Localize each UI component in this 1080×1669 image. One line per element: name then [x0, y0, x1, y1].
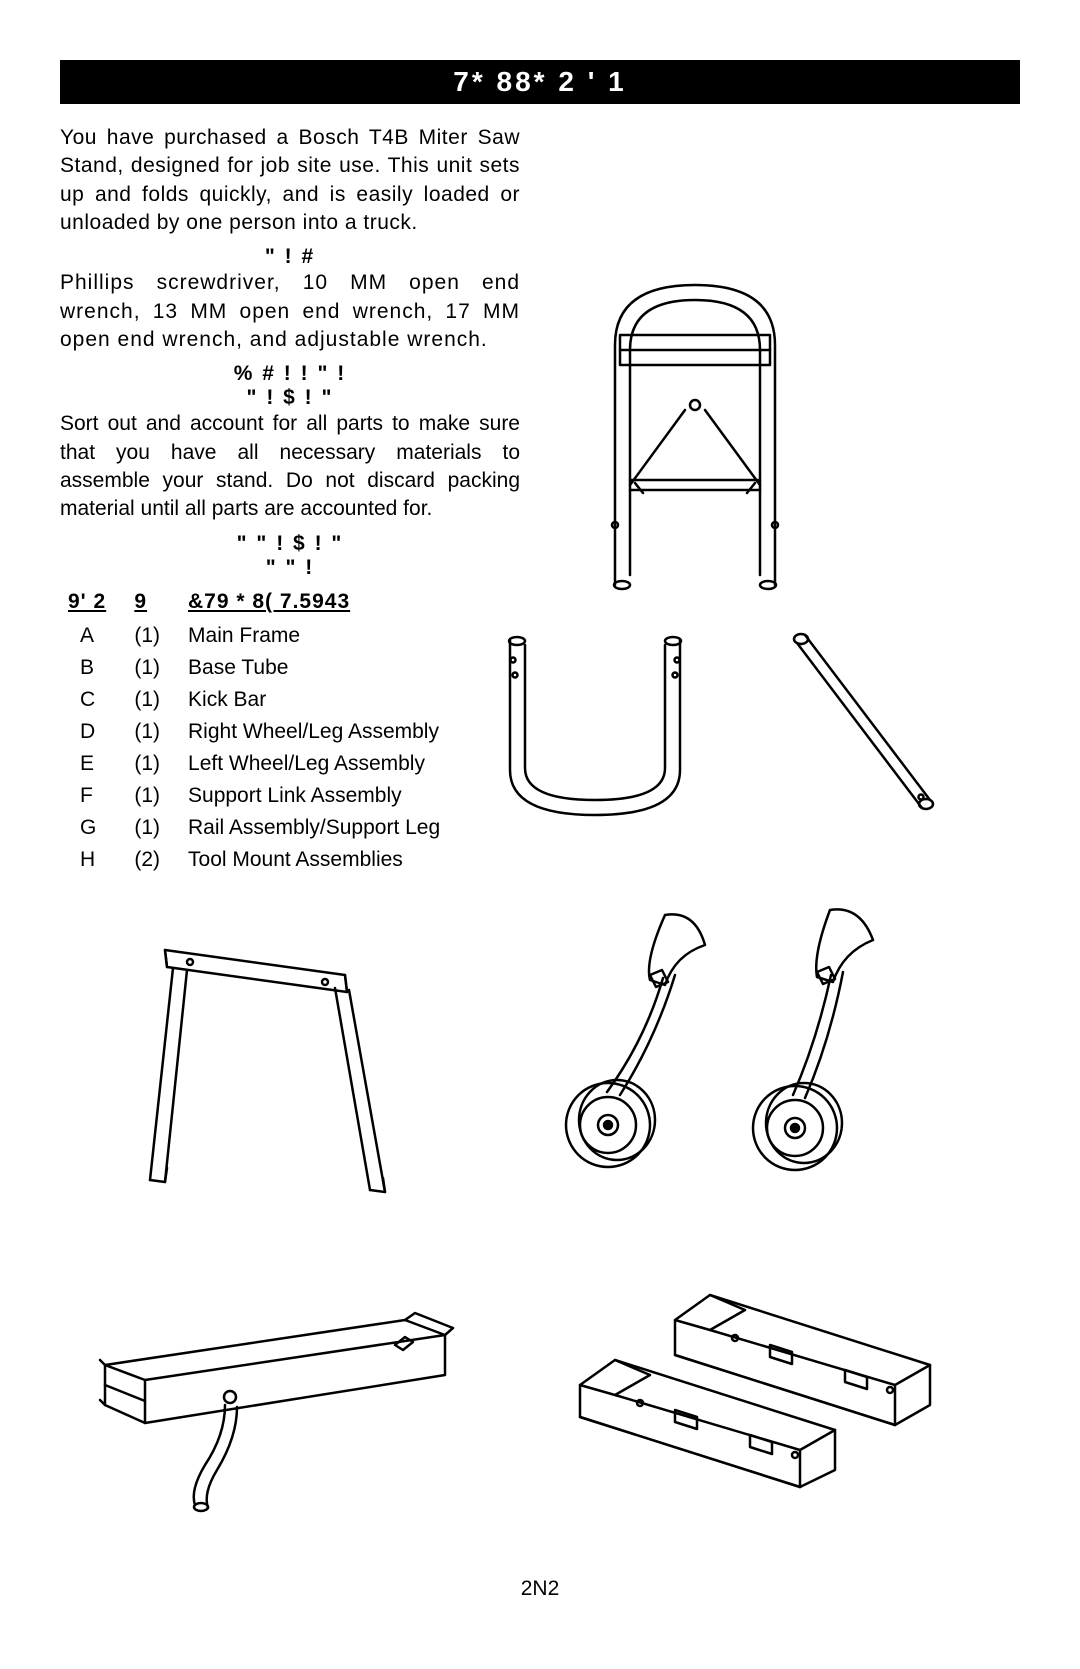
heading-tools: " ! #: [60, 245, 520, 269]
table-row: G(1)Rail Assembly/Support Leg: [60, 812, 448, 844]
table-row: E(1)Left Wheel/Leg Assembly: [60, 748, 448, 780]
unpack-paragraph: Sort out and account for all parts to ma…: [60, 410, 520, 523]
heading-checking-1: " " ! $ ! ": [60, 532, 520, 556]
diagram-base-tube: [465, 620, 725, 840]
diagram-support-link: [95, 920, 415, 1220]
table-row: A(1)Main Frame: [60, 620, 448, 652]
diagram-tool-mounts: [560, 1275, 970, 1495]
diagram-wheel-legs: [555, 900, 925, 1200]
col-desc: &79 * 8( 7.5943: [180, 588, 448, 620]
diagram-rail-assembly: [75, 1265, 475, 1515]
table-row: F(1)Support Link Assembly: [60, 780, 448, 812]
tools-paragraph: Phillips screwdriver, 10 MM open end wre…: [60, 269, 520, 354]
parts-table: 9' 2 9 &79 * 8( 7.5943 A(1)Main Frame B(…: [60, 588, 448, 876]
table-row: C(1)Kick Bar: [60, 684, 448, 716]
page-number: 2N2: [0, 1577, 1080, 1601]
table-row: B(1)Base Tube: [60, 652, 448, 684]
title-bar: 7* 88* 2 ' 1: [60, 60, 1020, 104]
heading-unpack-2: " ! $ ! ": [60, 386, 520, 410]
heading-checking-2: " " !: [60, 556, 520, 580]
col-qty: 9: [126, 588, 180, 620]
table-row: H(2)Tool Mount Assemblies: [60, 844, 448, 876]
heading-unpack-1: % # ! ! " !: [60, 362, 520, 386]
diagram-main-frame: [560, 265, 830, 595]
table-row: D(1)Right Wheel/Leg Assembly: [60, 716, 448, 748]
diagram-kick-bar: [775, 625, 955, 825]
intro-paragraph: You have purchased a Bosch T4B Miter Saw…: [60, 124, 520, 237]
parts-table-header: 9' 2 9 &79 * 8( 7.5943: [60, 588, 448, 620]
col-key: 9' 2: [60, 588, 126, 620]
